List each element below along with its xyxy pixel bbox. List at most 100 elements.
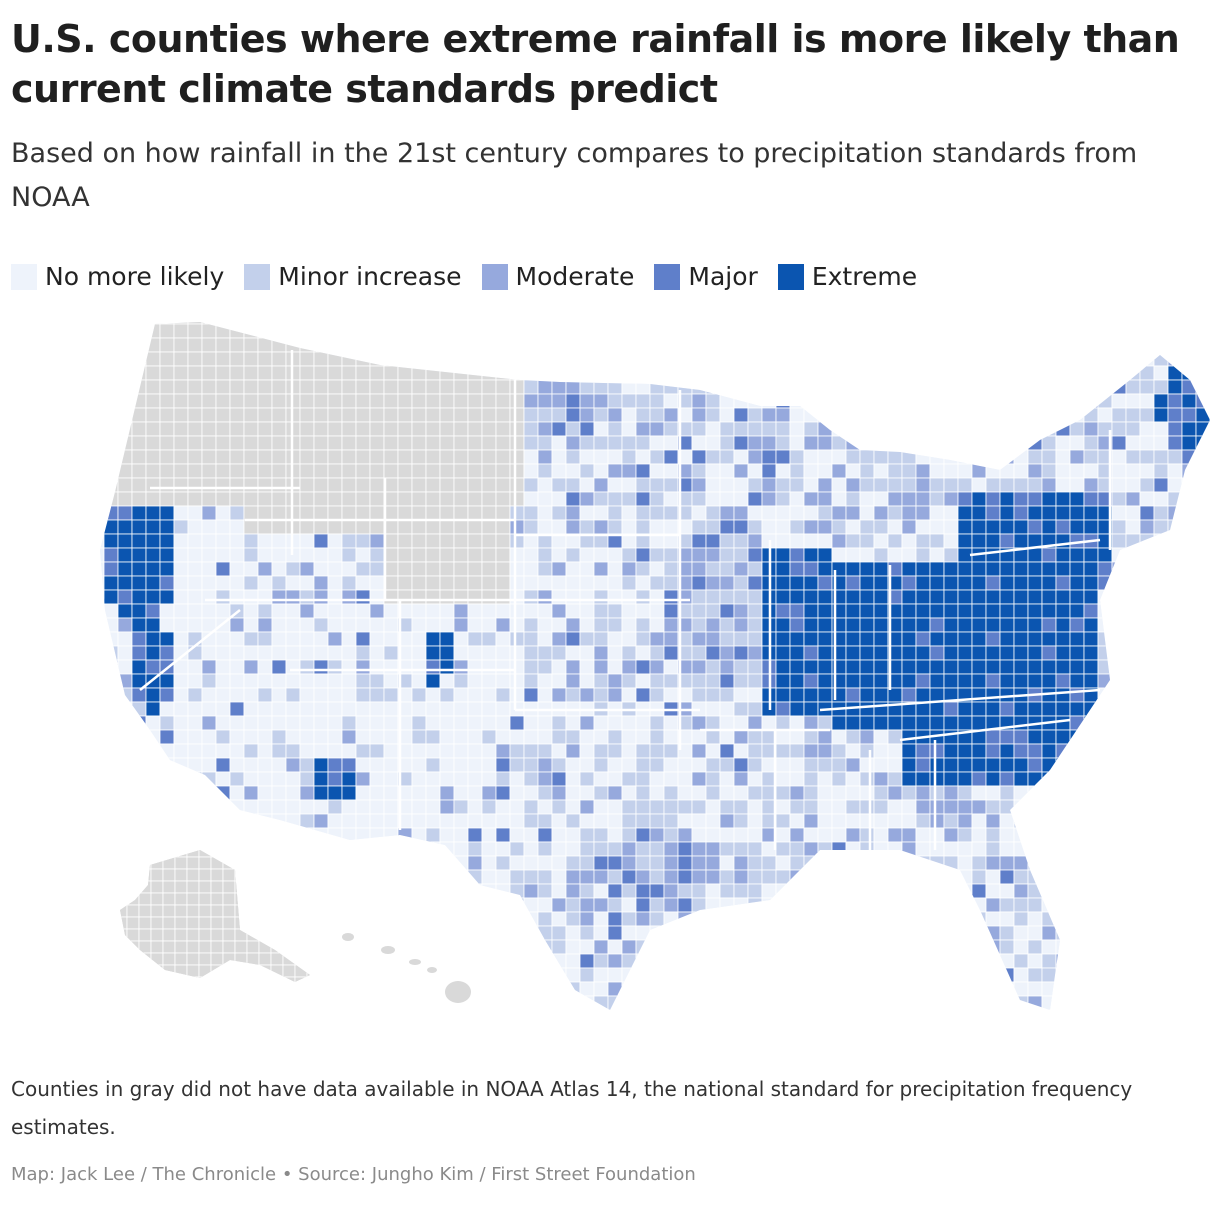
county-cell (481, 687, 497, 703)
county-cell (1097, 659, 1113, 675)
alaska-borough-cell (174, 952, 188, 966)
county-cell (845, 393, 861, 409)
county-cell (1083, 855, 1099, 871)
county-cell (1097, 729, 1113, 745)
county-cell (131, 547, 147, 563)
county-cell (551, 785, 567, 801)
county-cell (1069, 617, 1085, 633)
county-cell (859, 589, 875, 605)
county-cell (439, 561, 455, 577)
county-cell (789, 617, 805, 633)
county-cell (1153, 505, 1169, 521)
county-cell (705, 365, 721, 381)
county-cell (1027, 547, 1043, 563)
county-cell (845, 715, 861, 731)
county-cell (411, 645, 427, 661)
county-cell (243, 645, 259, 661)
county-cell (103, 365, 119, 381)
county-cell (523, 995, 539, 1010)
county-cell (355, 477, 371, 493)
county-cell (761, 981, 777, 997)
county-cell (803, 883, 819, 899)
county-cell (1013, 925, 1029, 941)
county-cell (496, 1024, 510, 1038)
county-cell (803, 575, 819, 591)
county-cell (901, 939, 917, 955)
county-cell (775, 967, 791, 983)
county-cell (523, 673, 539, 689)
county-cell (1125, 351, 1141, 367)
county-cell (705, 967, 721, 983)
county-cell (341, 673, 357, 689)
county-cell (313, 785, 329, 801)
county-cell (733, 351, 749, 367)
county-cell (1196, 1024, 1210, 1038)
county-cell (943, 393, 959, 409)
county-cell (719, 547, 735, 563)
county-cell (100, 897, 105, 913)
county-cell (481, 533, 497, 549)
county-cell (453, 435, 469, 451)
county-cell (313, 715, 329, 731)
county-cell (271, 799, 287, 815)
county-cell (1139, 379, 1155, 395)
county-cell (369, 351, 385, 367)
county-cell (1181, 575, 1197, 591)
county-cell (985, 911, 1001, 927)
county-cell (677, 827, 693, 843)
county-cell (1181, 701, 1197, 717)
county-cell (1153, 365, 1169, 381)
county-cell (873, 393, 889, 409)
county-cell (425, 477, 441, 493)
county-cell (131, 967, 147, 983)
county-cell (523, 715, 539, 731)
alaska-borough-cell (126, 868, 140, 882)
county-cell (453, 491, 469, 507)
county-cell (327, 995, 343, 1010)
county-cell (1209, 533, 1210, 549)
county-cell (411, 659, 427, 675)
county-cell (355, 967, 371, 983)
county-cell (663, 729, 679, 745)
county-cell (103, 1009, 119, 1010)
county-cell (1125, 631, 1141, 647)
county-cell (341, 561, 357, 577)
county-cell (859, 939, 875, 955)
county-cell (1111, 491, 1127, 507)
county-cell (369, 771, 385, 787)
county-cell (425, 785, 441, 801)
county-cell (453, 519, 469, 535)
county-cell (845, 953, 861, 969)
county-cell (271, 757, 287, 773)
legend-item-minor-increase: Minor increase (244, 262, 462, 291)
county-cell (789, 785, 805, 801)
county-cell (915, 631, 931, 647)
county-cell (1041, 322, 1057, 325)
county-cell (1153, 351, 1169, 367)
county-cell (621, 771, 637, 787)
county-cell (1153, 757, 1169, 773)
county-cell (355, 701, 371, 717)
county-cell (621, 687, 637, 703)
county-cell (1027, 659, 1043, 675)
county-cell (1139, 687, 1155, 703)
county-cell (761, 897, 777, 913)
county-cell (845, 659, 861, 675)
county-cell (397, 505, 413, 521)
county-cell (985, 869, 1001, 885)
county-cell (356, 1024, 370, 1038)
county-cell (1013, 505, 1029, 521)
county-cell (1125, 911, 1141, 927)
alaska-borough-cell (120, 880, 128, 894)
county-cell (103, 505, 119, 521)
alaska-borough-cell (294, 940, 308, 954)
county-cell (1083, 379, 1099, 395)
county-cell (100, 799, 105, 815)
county-cell (789, 813, 805, 829)
county-cell (901, 561, 917, 577)
county-cell (985, 939, 1001, 955)
county-cell (971, 939, 987, 955)
county-cell (901, 519, 917, 535)
county-cell (103, 771, 119, 787)
county-cell (103, 393, 119, 409)
